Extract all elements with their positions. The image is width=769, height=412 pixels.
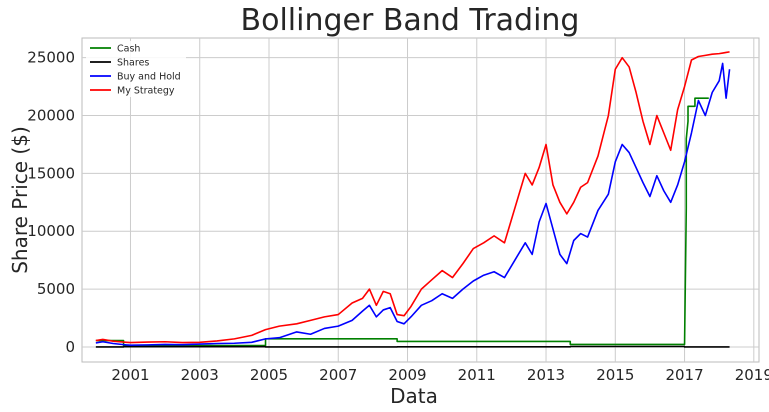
y-tick-label: 5000 xyxy=(37,280,75,298)
x-axis-label: Data xyxy=(390,384,438,408)
legend-items: Cash Shares Buy and Hold My Strategy xyxy=(90,44,181,97)
series-line-cash xyxy=(95,97,709,347)
x-tick-label: 2011 xyxy=(458,366,496,384)
x-tick-label: 2013 xyxy=(527,366,565,384)
x-tick-label: 2015 xyxy=(596,366,634,384)
series-line-my-strategy xyxy=(95,51,730,344)
x-tick-label: 2009 xyxy=(388,366,426,384)
plot-area xyxy=(81,37,760,363)
chart-title: Bollinger Band Trading xyxy=(241,3,580,38)
y-tick-label: 25000 xyxy=(27,49,75,67)
y-axis-label: Share Price ($) xyxy=(8,126,32,274)
x-tick-label: 2003 xyxy=(181,366,219,384)
legend-box xyxy=(86,41,186,97)
y-tick-label: 20000 xyxy=(27,107,75,125)
y-tick-label: 10000 xyxy=(27,222,75,240)
series-line-buy-and-hold xyxy=(95,62,731,347)
x-axis-ticks: 2001 2003 2005 2007 2009 2011 2013 2015 2017 2019 xyxy=(111,366,769,384)
legend-label-buy-and-hold: Buy and Hold xyxy=(117,72,181,83)
legend: Cash Shares Buy and Hold My Strategy xyxy=(86,41,186,97)
series-lines xyxy=(95,51,731,348)
y-tick-label: 15000 xyxy=(27,164,75,182)
y-tick-label: 0 xyxy=(65,338,75,356)
legend-label-cash: Cash xyxy=(117,44,140,55)
x-tick-label: 2001 xyxy=(111,366,149,384)
x-tick-label: 2007 xyxy=(319,366,357,384)
plot-background xyxy=(81,37,760,363)
x-tick-label: 2019 xyxy=(735,366,769,384)
legend-label-my-strategy: My Strategy xyxy=(117,86,175,97)
y-axis-ticks: 0 5000 10000 15000 20000 25000 xyxy=(27,49,75,356)
grid-lines xyxy=(82,38,759,362)
x-tick-label: 2017 xyxy=(665,366,703,384)
x-tick-label: 2005 xyxy=(250,366,288,384)
legend-label-shares: Shares xyxy=(117,58,149,69)
